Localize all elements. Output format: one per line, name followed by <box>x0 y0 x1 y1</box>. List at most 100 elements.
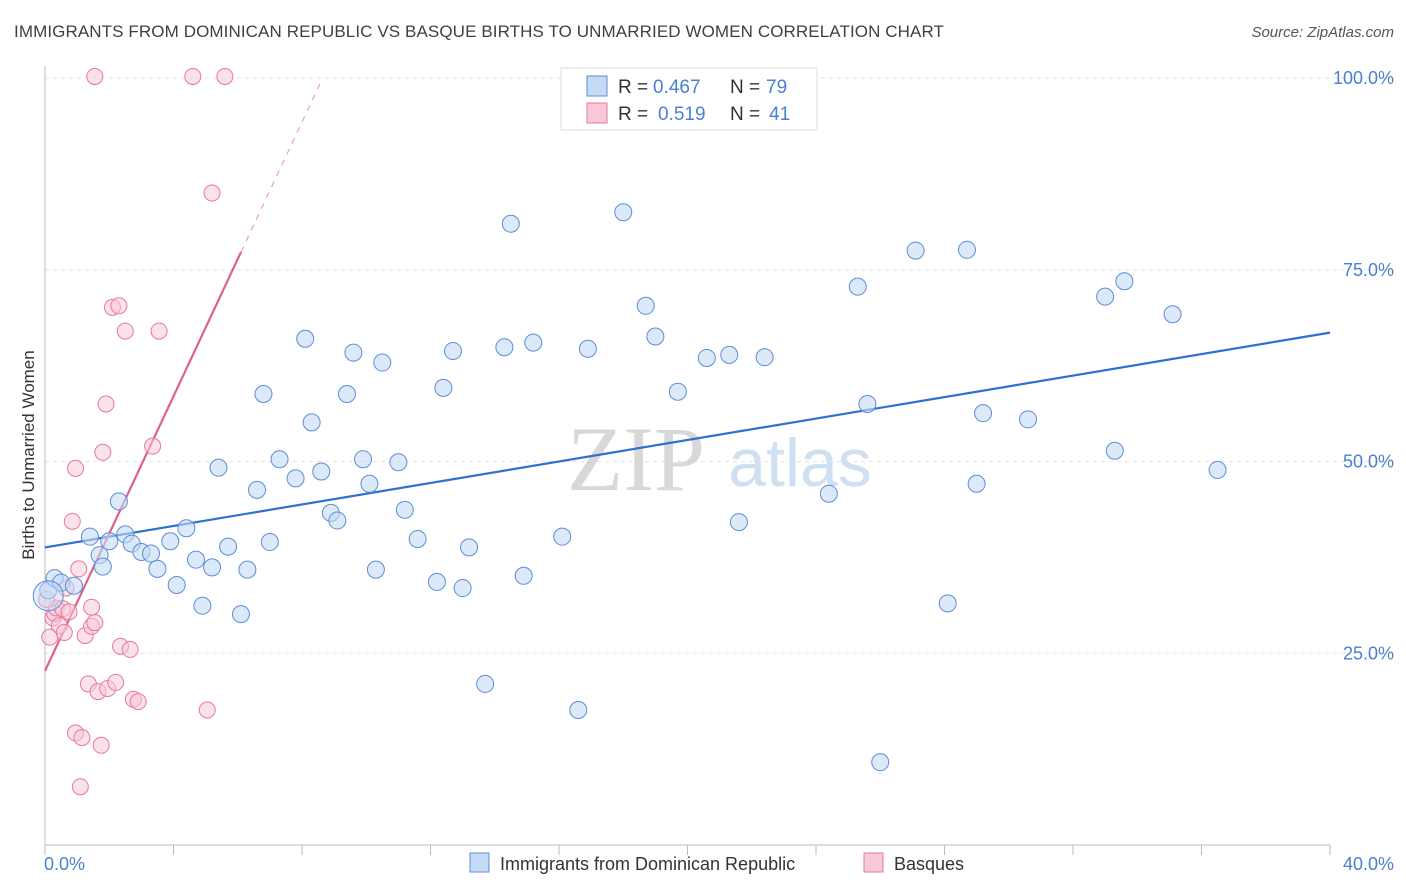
data-point-dominican <box>578 339 597 358</box>
data-point-basques <box>86 614 104 632</box>
legend-swatch-pink <box>586 102 608 124</box>
data-point-dominican <box>286 469 305 488</box>
data-point-dominican <box>755 348 774 367</box>
data-point-dominican <box>203 558 222 577</box>
data-point-dominican <box>967 474 986 493</box>
data-point-dominican <box>109 492 128 511</box>
legend-n-label: N = <box>730 77 760 98</box>
data-point-dominican <box>495 338 514 357</box>
data-point-dominican <box>100 532 119 551</box>
data-point-dominican <box>302 413 321 432</box>
data-point-basques <box>60 603 78 621</box>
data-point-dominican <box>32 580 64 612</box>
legend-r-value: 0.519 <box>658 104 706 125</box>
data-point-basques <box>70 560 88 578</box>
data-point-dominican <box>395 500 414 519</box>
data-point-basques <box>116 322 134 340</box>
data-point-basques <box>73 729 91 747</box>
data-point-dominican <box>729 513 748 532</box>
data-point-dominican <box>360 474 379 493</box>
data-point-dominican <box>858 394 877 413</box>
data-point-dominican <box>636 296 655 315</box>
data-point-basques <box>110 297 128 315</box>
y-tick-label: 25.0% <box>1343 643 1394 663</box>
data-point-dominican <box>974 404 993 423</box>
chart-title: IMMIGRANTS FROM DOMINICAN REPUBLIC VS BA… <box>14 22 945 41</box>
data-point-basques <box>121 640 139 658</box>
legend-swatch-dominican <box>469 852 490 873</box>
data-point-dominican <box>871 753 890 772</box>
trend-line-dominican <box>44 331 1331 549</box>
data-point-basques <box>71 778 89 796</box>
y-axis-label: Births to Unmarried Women <box>19 350 38 559</box>
data-point-dominican <box>161 532 180 551</box>
data-point-basques <box>203 184 221 202</box>
data-point-dominican <box>501 214 520 233</box>
series-dominican-points <box>32 203 1227 772</box>
data-point-dominican <box>434 378 453 397</box>
data-point-dominican <box>453 579 472 598</box>
data-point-dominican <box>1208 460 1227 479</box>
data-point-dominican <box>569 701 588 720</box>
data-point-dominican <box>1163 305 1182 324</box>
data-point-dominican <box>819 484 838 503</box>
data-point-basques <box>144 437 162 455</box>
data-point-dominican <box>906 241 925 260</box>
data-point-dominican <box>209 458 228 477</box>
legend-r-value: 0.467 <box>653 77 701 98</box>
data-point-dominican <box>270 450 289 469</box>
data-point-dominican <box>443 342 462 361</box>
y-tick-label: 75.0% <box>1343 260 1394 280</box>
data-point-dominican <box>344 343 363 362</box>
data-point-dominican <box>93 557 112 576</box>
y-tick-labels: 25.0% 50.0% 75.0% 100.0% <box>1333 68 1394 663</box>
legend-n-label: N = <box>730 104 760 125</box>
legend-swatch-blue <box>586 75 608 97</box>
data-point-dominican <box>938 594 957 613</box>
data-point-dominican <box>1105 441 1124 460</box>
series-basques-points <box>38 67 234 796</box>
legend-r-label: R = <box>618 104 648 125</box>
data-point-dominican <box>476 674 495 693</box>
legend-label-dominican: Immigrants from Dominican Republic <box>500 854 795 874</box>
legend-n-value: 79 <box>766 77 787 98</box>
data-point-dominican <box>366 560 385 579</box>
axes <box>44 66 1331 855</box>
data-point-basques <box>63 512 81 530</box>
data-point-dominican <box>219 537 238 556</box>
watermark-zip: ZIP <box>567 408 705 510</box>
legend-r-label: R = <box>618 77 648 98</box>
watermark-atlas: atlas <box>728 425 872 501</box>
data-point-dominican <box>720 345 739 364</box>
watermark: ZIP atlas <box>567 408 872 510</box>
data-point-dominican <box>64 576 83 595</box>
data-point-dominican <box>1096 287 1115 306</box>
data-point-dominican <box>553 527 572 546</box>
data-point-dominican <box>389 453 408 472</box>
data-point-dominican <box>524 333 543 352</box>
data-point-basques <box>92 736 110 754</box>
data-point-dominican <box>260 533 279 552</box>
data-point-dominican <box>373 353 392 372</box>
data-point-basques <box>67 459 85 477</box>
data-point-basques <box>107 673 125 691</box>
data-point-basques <box>129 693 147 711</box>
data-point-basques <box>216 67 234 85</box>
source-label: Source: ZipAtlas.com <box>1251 24 1394 41</box>
data-point-basques <box>86 67 104 85</box>
data-point-dominican <box>614 203 633 222</box>
data-point-dominican <box>514 566 533 585</box>
data-point-dominican <box>646 327 665 346</box>
y-tick-label: 50.0% <box>1343 452 1394 472</box>
data-point-dominican <box>697 348 716 367</box>
data-point-basques <box>83 598 101 616</box>
data-point-dominican <box>848 277 867 296</box>
legend-box: R = 0.467 N = 79 R = 0.519 N = 41 <box>560 67 818 131</box>
data-point-dominican <box>80 527 99 546</box>
x-tick-label-max: 40.0% <box>1343 854 1394 874</box>
data-point-basques <box>198 701 216 719</box>
data-point-dominican <box>296 329 315 348</box>
data-point-dominican <box>148 559 167 578</box>
trend-lines <box>44 80 1331 672</box>
